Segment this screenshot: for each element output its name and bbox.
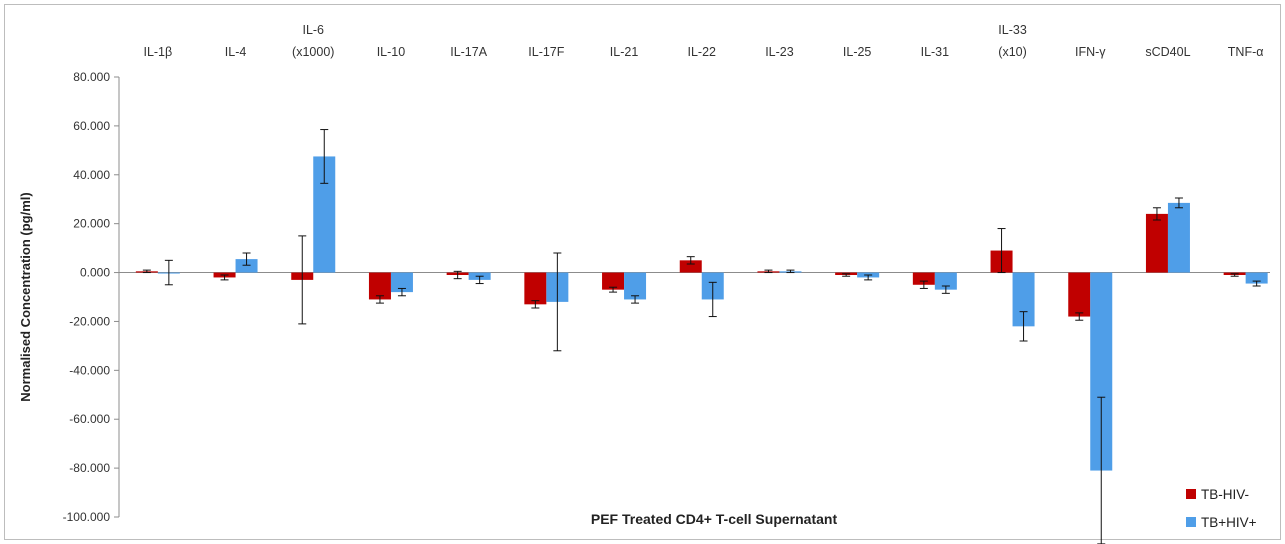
chart-frame bbox=[4, 4, 1281, 540]
bar-tb-hiv-neg bbox=[1145, 213, 1168, 273]
bar-tb-hiv-neg bbox=[602, 272, 625, 290]
y-tick-label: 60.000 bbox=[73, 119, 110, 133]
y-tick-label: 40.000 bbox=[73, 168, 110, 182]
bar-tb-hiv-pos bbox=[235, 259, 258, 273]
bar-tb-hiv-pos bbox=[1167, 202, 1190, 273]
category-label: IL-25 bbox=[843, 45, 872, 59]
category-label: IL-23 bbox=[765, 45, 794, 59]
category-label: IL-6 bbox=[302, 23, 324, 37]
category-label: IL-31 bbox=[921, 45, 950, 59]
bar-tb-hiv-neg bbox=[524, 272, 547, 305]
bar-tb-hiv-neg bbox=[1068, 272, 1091, 317]
category-label: TNF-α bbox=[1228, 45, 1264, 59]
category-label: (x1000) bbox=[292, 45, 334, 59]
y-axis-title: Normalised Concentration (pg/ml) bbox=[18, 192, 33, 401]
category-label: IL-1β bbox=[143, 45, 172, 59]
bar-tb-hiv-pos bbox=[624, 272, 647, 300]
category-label: IL-17F bbox=[528, 45, 564, 59]
bar-tb-hiv-neg bbox=[679, 260, 702, 273]
category-label: IL-4 bbox=[225, 45, 247, 59]
y-tick-label: -40.000 bbox=[69, 363, 110, 377]
y-tick-label: 80.000 bbox=[73, 70, 110, 84]
category-label: (x10) bbox=[998, 45, 1026, 59]
category-label: sCD40L bbox=[1145, 45, 1190, 59]
category-label: IL-10 bbox=[377, 45, 406, 59]
x-axis-title: PEF Treated CD4+ T-cell Supernatant bbox=[591, 511, 838, 527]
bar-tb-hiv-pos bbox=[1245, 272, 1268, 284]
bar-tb-hiv-pos bbox=[313, 156, 336, 273]
legend-swatch bbox=[1186, 517, 1196, 527]
bar-tb-hiv-neg bbox=[368, 272, 391, 300]
bar-tb-hiv-pos bbox=[390, 272, 413, 293]
category-label: IL-17A bbox=[450, 45, 487, 59]
bar-tb-hiv-neg bbox=[912, 272, 935, 285]
y-tick-label: 20.000 bbox=[73, 217, 110, 231]
category-label: IFN-γ bbox=[1075, 45, 1106, 59]
bar-tb-hiv-pos bbox=[1090, 272, 1113, 471]
y-tick-label: -60.000 bbox=[69, 412, 110, 426]
y-tick-label: 0.000 bbox=[80, 266, 110, 280]
bar-tb-hiv-pos bbox=[934, 272, 957, 290]
y-tick-label: -100.000 bbox=[63, 510, 111, 524]
category-label: IL-22 bbox=[688, 45, 717, 59]
legend-label: TB-HIV- bbox=[1201, 487, 1249, 502]
y-tick-label: -20.000 bbox=[69, 314, 110, 328]
legend-label: TB+HIV+ bbox=[1201, 515, 1257, 530]
legend-swatch bbox=[1186, 489, 1196, 499]
category-label: IL-21 bbox=[610, 45, 639, 59]
category-label: IL-33 bbox=[998, 23, 1027, 37]
y-tick-label: -80.000 bbox=[69, 461, 110, 475]
bar-tb-hiv-pos bbox=[1012, 272, 1035, 327]
